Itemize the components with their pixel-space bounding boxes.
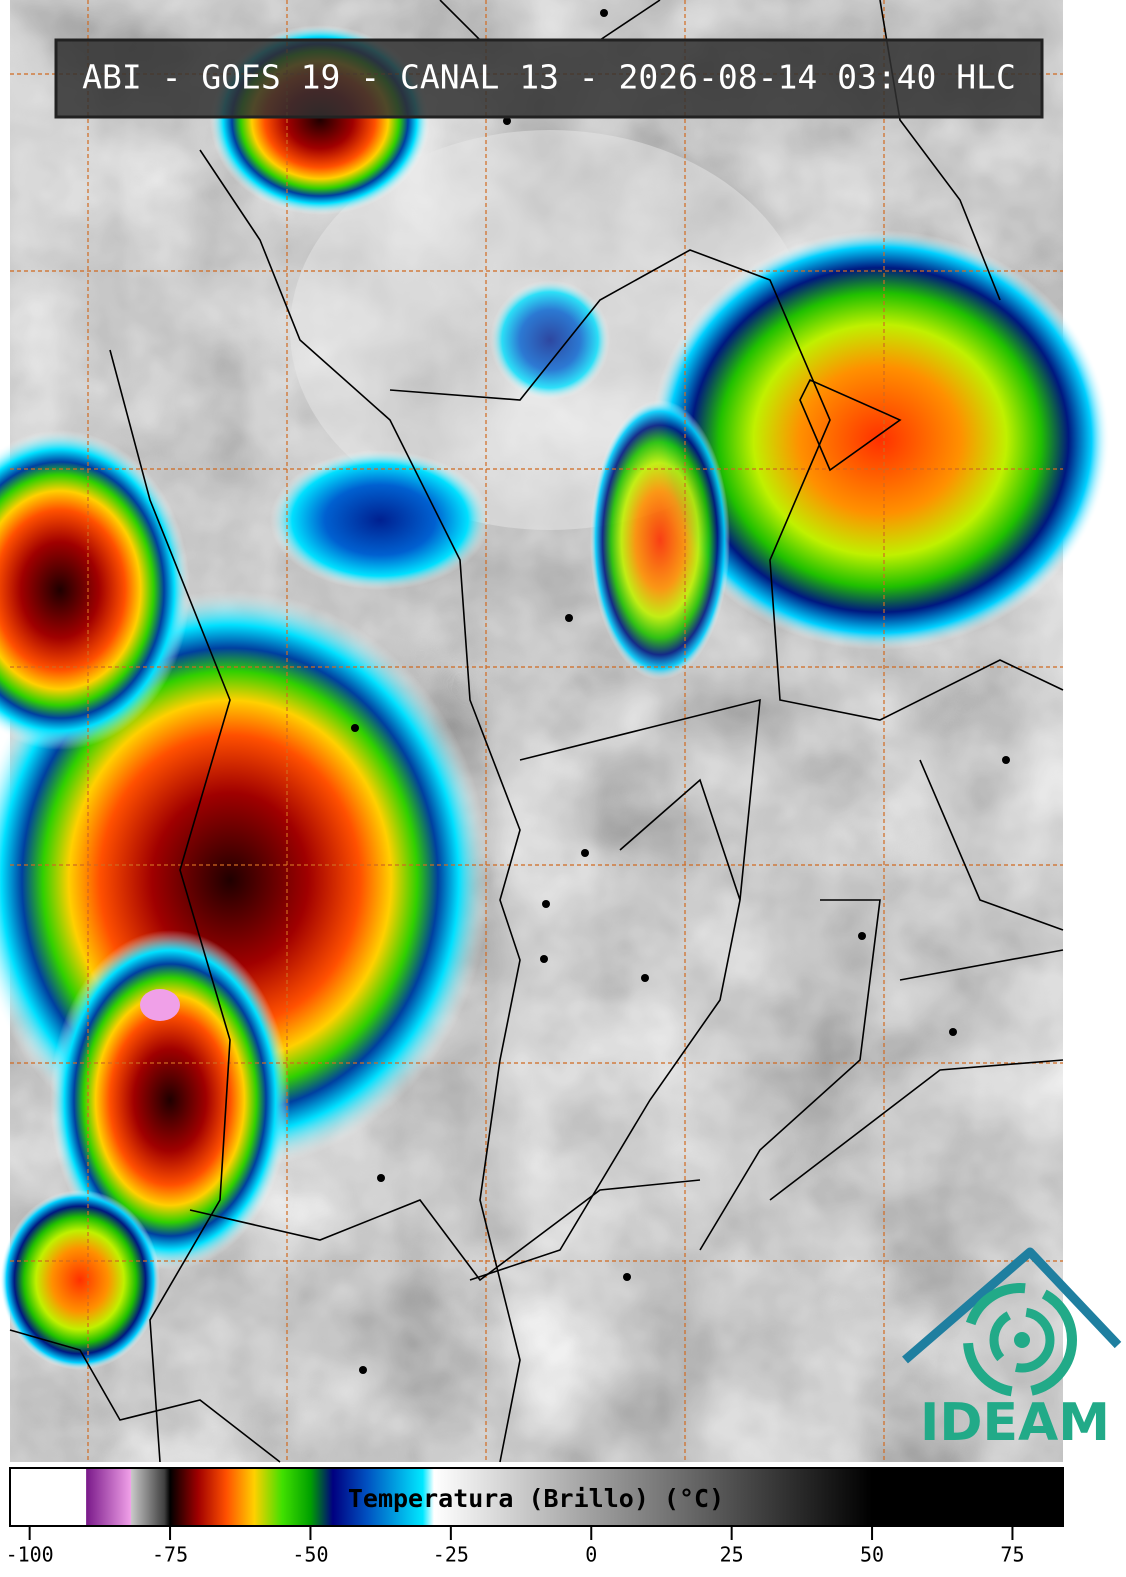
colorbar-gradient [9, 1467, 1064, 1527]
tick-label: 25 [720, 1543, 744, 1567]
tick-label: 50 [860, 1543, 884, 1567]
logo: IDEAM [902, 1247, 1122, 1453]
tick-label: 0 [585, 1543, 597, 1567]
colorbar-label: Temperatura (Brillo) (°C) [348, 1484, 724, 1513]
cities [351, 9, 1010, 1374]
satellite-image [0, 0, 1110, 1462]
logo-text: IDEAM [920, 1393, 1110, 1453]
tick-label: -25 [433, 1543, 469, 1567]
title-box: ABI - GOES 19 - CANAL 13 - 2026-08-14 03… [54, 38, 1044, 119]
tick-label: 75 [1000, 1543, 1024, 1567]
tick-label: -100 [6, 1543, 54, 1567]
colorbar: Temperatura (Brillo) (°C) -100 -75 -50 -25 0… [6, 1467, 1064, 1567]
tick-label: -50 [292, 1543, 328, 1567]
tick-label: -75 [152, 1543, 188, 1567]
title: ABI - GOES 19 - CANAL 13 - 2026-08-14 03… [82, 58, 1016, 97]
